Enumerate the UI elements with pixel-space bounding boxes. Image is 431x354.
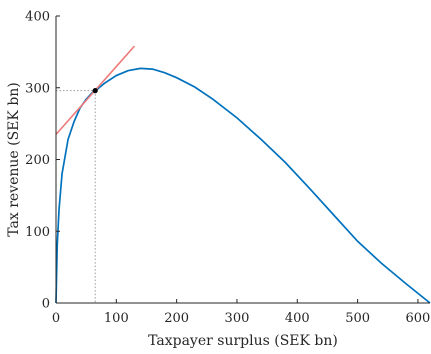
x-tick-label: 0: [52, 311, 60, 326]
x-tick-label: 100: [104, 311, 129, 326]
x-axis-title: Taxpayer surplus (SEK bn): [148, 333, 338, 349]
x-axis-ticks: 0 100 200 300 400 500 600: [52, 299, 430, 326]
plot-area: [55, 16, 431, 304]
y-tick-label: 300: [25, 81, 50, 96]
x-tick-label: 200: [164, 311, 189, 326]
x-tick-label: 500: [345, 311, 370, 326]
y-axis-title: Tax revenue (SEK bn): [6, 82, 22, 237]
series-line-0: [55, 67, 431, 304]
x-tick-label: 300: [225, 311, 250, 326]
x-tick-label: 400: [285, 311, 310, 326]
marked-point: [92, 88, 98, 94]
y-axis-ticks: 0 100 200 300 400: [25, 10, 60, 312]
y-tick-label: 200: [25, 153, 50, 168]
y-tick-label: 400: [25, 10, 50, 25]
y-tick-label: 0: [42, 297, 50, 312]
y-tick-label: 100: [25, 225, 50, 240]
x-tick-label: 600: [406, 311, 431, 326]
